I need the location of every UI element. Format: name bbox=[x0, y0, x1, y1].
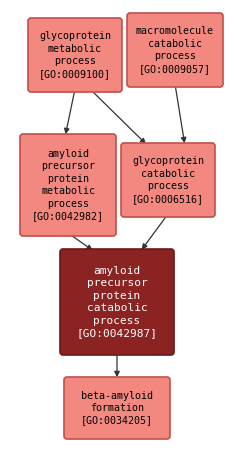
FancyBboxPatch shape bbox=[121, 143, 215, 217]
FancyBboxPatch shape bbox=[60, 249, 174, 355]
FancyBboxPatch shape bbox=[127, 13, 223, 87]
FancyBboxPatch shape bbox=[28, 18, 122, 92]
Text: beta-amyloid
formation
[GO:0034205]: beta-amyloid formation [GO:0034205] bbox=[81, 391, 153, 425]
Text: amyloid
precursor
protein
catabolic
process
[GO:0042987]: amyloid precursor protein catabolic proc… bbox=[77, 266, 157, 338]
Text: glycoprotein
metabolic
process
[GO:0009100]: glycoprotein metabolic process [GO:00091… bbox=[39, 32, 111, 78]
FancyBboxPatch shape bbox=[20, 134, 116, 236]
FancyBboxPatch shape bbox=[64, 377, 170, 439]
Text: amyloid
precursor
protein
metabolic
process
[GO:0042982]: amyloid precursor protein metabolic proc… bbox=[32, 149, 104, 221]
Text: glycoprotein
catabolic
process
[GO:0006516]: glycoprotein catabolic process [GO:00065… bbox=[132, 156, 204, 203]
Text: macromolecule
catabolic
process
[GO:0009057]: macromolecule catabolic process [GO:0009… bbox=[136, 27, 214, 74]
